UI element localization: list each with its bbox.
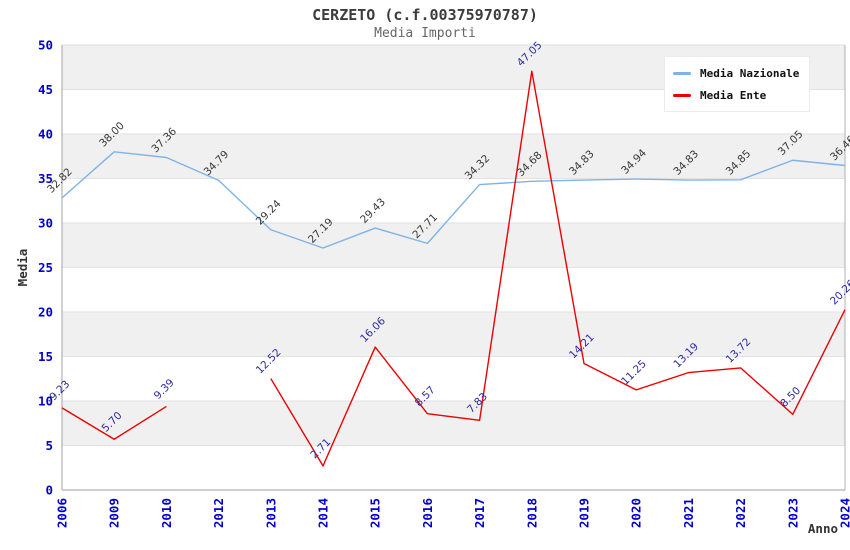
svg-text:5: 5 (45, 438, 53, 453)
svg-text:2016: 2016 (420, 498, 435, 528)
svg-text:2017: 2017 (472, 498, 487, 528)
svg-text:2010: 2010 (159, 498, 174, 528)
x-axis-title: Anno (808, 521, 838, 536)
chart-title: CERZETO (c.f.00375970787) (312, 6, 538, 24)
svg-text:20.26: 20.26 (828, 277, 850, 307)
svg-text:2013: 2013 (263, 498, 278, 528)
svg-text:2014: 2014 (316, 498, 331, 528)
series-media-ente (61, 70, 846, 467)
svg-text:2018: 2018 (524, 498, 539, 528)
svg-text:10: 10 (38, 394, 53, 409)
svg-text:2023: 2023 (785, 498, 800, 528)
svg-text:40: 40 (38, 127, 53, 142)
svg-text:45: 45 (38, 82, 53, 97)
gridlines (62, 44, 845, 446)
axis-titles: Media Anno (15, 249, 838, 536)
plot-bands (62, 45, 845, 446)
svg-text:25: 25 (38, 260, 53, 275)
svg-text:2019: 2019 (577, 498, 592, 528)
legend-label: Media Ente (700, 88, 767, 102)
svg-text:20: 20 (38, 305, 53, 320)
series-media-nazionale (61, 151, 846, 249)
legend: Media Nazionale Media Ente (664, 56, 811, 112)
svg-text:2020: 2020 (629, 498, 644, 528)
y-tick-labels: 0 5 10 15 20 25 30 35 40 45 50 (38, 38, 53, 498)
legend-label: Media Nazionale (700, 66, 800, 80)
svg-text:11.25: 11.25 (619, 358, 649, 388)
x-tick-labels: 2006 2009 2010 2012 2013 2014 2015 2016 2017 2018… (55, 498, 850, 528)
svg-text:29.43: 29.43 (358, 196, 388, 226)
svg-text:2009: 2009 (107, 498, 122, 528)
chart-subtitle: Media Importi (374, 26, 476, 41)
svg-text:50: 50 (38, 38, 53, 53)
svg-text:9.23: 9.23 (47, 378, 72, 403)
svg-text:2021: 2021 (681, 498, 696, 528)
svg-text:2015: 2015 (368, 498, 383, 528)
axes (61, 45, 846, 491)
svg-text:9.39: 9.39 (152, 377, 177, 402)
legend-item-media-ente: Media Ente (673, 84, 799, 106)
legend-item-media-nazionale: Media Nazionale (673, 62, 799, 84)
line-swatch-icon (673, 93, 691, 97)
svg-text:30: 30 (38, 216, 53, 231)
svg-text:2022: 2022 (733, 498, 748, 528)
svg-text:0: 0 (45, 483, 53, 498)
svg-text:2006: 2006 (55, 498, 70, 528)
svg-text:2012: 2012 (211, 498, 226, 528)
svg-text:35: 35 (38, 171, 53, 186)
y-axis-title: Media (15, 249, 30, 287)
svg-text:2024: 2024 (838, 498, 850, 528)
line-swatch-icon (673, 71, 691, 75)
svg-text:15: 15 (38, 349, 53, 364)
